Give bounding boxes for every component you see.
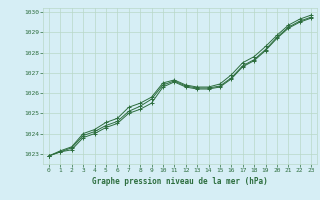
X-axis label: Graphe pression niveau de la mer (hPa): Graphe pression niveau de la mer (hPa): [92, 177, 268, 186]
